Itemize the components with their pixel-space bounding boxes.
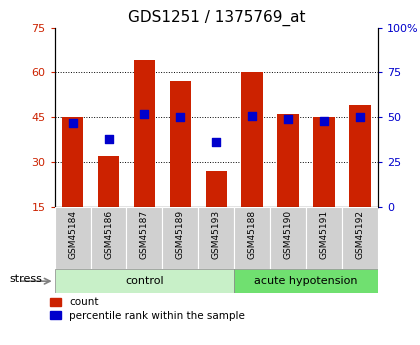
Title: GDS1251 / 1375769_at: GDS1251 / 1375769_at xyxy=(128,10,305,26)
Bar xyxy=(163,207,198,269)
Legend: count, percentile rank within the sample: count, percentile rank within the sample xyxy=(46,293,249,325)
Bar xyxy=(205,171,227,207)
Bar xyxy=(277,114,299,207)
Bar xyxy=(342,207,378,269)
Text: GSM45190: GSM45190 xyxy=(284,210,293,259)
Point xyxy=(285,116,291,122)
Bar xyxy=(234,269,378,293)
Text: GSM45184: GSM45184 xyxy=(68,210,77,259)
Bar xyxy=(313,117,335,207)
Bar xyxy=(55,207,91,269)
Bar xyxy=(241,72,263,207)
Text: GSM45187: GSM45187 xyxy=(140,210,149,259)
Bar xyxy=(126,207,163,269)
Bar xyxy=(234,207,270,269)
Point xyxy=(357,115,363,120)
Bar xyxy=(91,207,126,269)
Point xyxy=(141,111,148,117)
Bar xyxy=(270,207,306,269)
Bar xyxy=(98,156,119,207)
Text: GSM45189: GSM45189 xyxy=(176,210,185,259)
Bar xyxy=(62,117,83,207)
Point xyxy=(213,140,220,145)
Point xyxy=(177,115,184,120)
Text: GSM45191: GSM45191 xyxy=(320,210,328,259)
Text: GSM45188: GSM45188 xyxy=(248,210,257,259)
Text: control: control xyxy=(125,276,164,286)
Text: GSM45193: GSM45193 xyxy=(212,210,221,259)
Bar xyxy=(170,81,191,207)
Bar xyxy=(349,105,371,207)
Point xyxy=(69,120,76,126)
Text: GSM45186: GSM45186 xyxy=(104,210,113,259)
Bar xyxy=(198,207,234,269)
Bar xyxy=(306,207,342,269)
Point xyxy=(105,136,112,141)
Point xyxy=(249,113,256,118)
Text: stress: stress xyxy=(9,275,42,284)
Text: GSM45192: GSM45192 xyxy=(356,210,365,259)
Point xyxy=(321,118,328,124)
Text: acute hypotension: acute hypotension xyxy=(255,276,358,286)
Bar xyxy=(55,269,234,293)
Bar xyxy=(134,60,155,207)
